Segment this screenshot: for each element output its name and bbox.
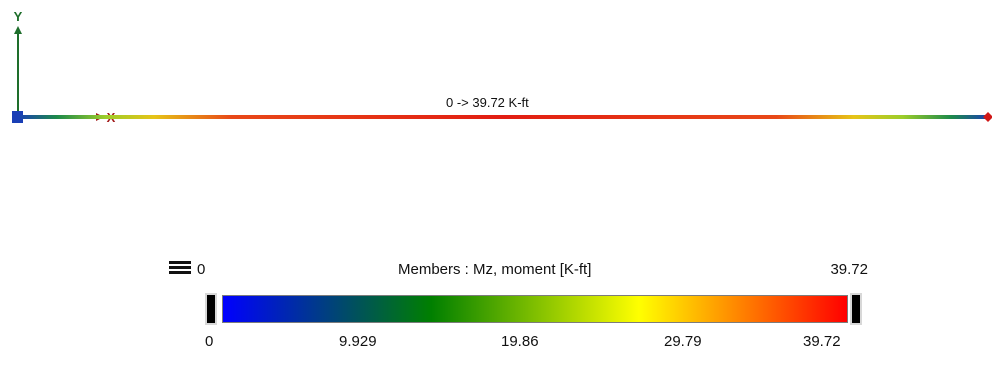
legend-tick-label: 19.86 — [501, 333, 539, 350]
legend-max-handle[interactable] — [850, 293, 862, 325]
legend-min-handle[interactable] — [205, 293, 217, 325]
coordinate-triad: Y X — [12, 9, 116, 125]
legend-title: Members : Mz, moment [K-ft] — [398, 261, 592, 278]
legend-tick-label: 39.72 — [803, 333, 841, 350]
legend-tick-label: 0 — [205, 333, 214, 350]
beam-member[interactable] — [18, 115, 990, 119]
legend-tick-label: 9.929 — [339, 333, 377, 350]
legend-colorbar — [222, 295, 848, 323]
legend-min-label: 0 — [197, 261, 206, 278]
origin-node[interactable] — [12, 111, 23, 123]
legend-max-label: 39.72 — [830, 261, 868, 278]
hamburger-icon[interactable] — [169, 261, 191, 275]
end-node[interactable] — [983, 112, 992, 122]
y-axis-label: Y — [14, 9, 23, 24]
member-moment-range-label: 0 -> 39.72 K-ft — [446, 95, 529, 110]
legend-tick-label: 29.79 — [664, 333, 702, 350]
y-axis-arrow — [14, 26, 22, 34]
